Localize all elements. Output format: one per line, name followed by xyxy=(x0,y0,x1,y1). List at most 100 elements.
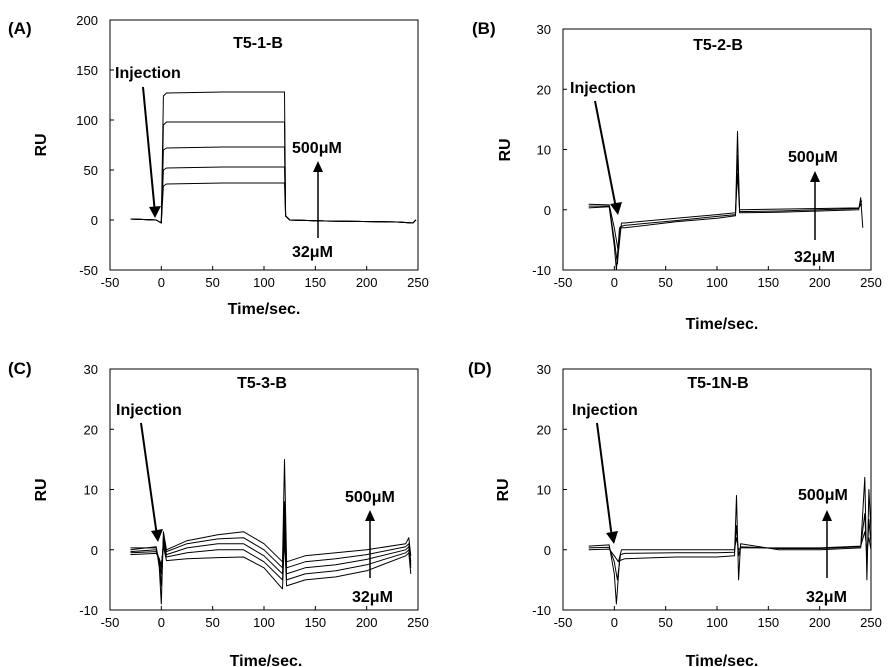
panel-d-title: T5-1N-B xyxy=(687,375,748,392)
panel-c-series-1-line xyxy=(130,458,412,605)
panel-d-x-tick-label: 0 xyxy=(611,615,618,630)
panel-b-injection-label: Injection xyxy=(570,80,636,97)
panel-c-y-tick-label: 10 xyxy=(84,483,98,498)
panel-b: (B) T5-2-B -50 0 50 100 150 200 250-100102030 … xyxy=(472,19,882,333)
panel-d-y-tick-label: 30 xyxy=(537,362,551,377)
panel-d-y-tick-label: 0 xyxy=(544,543,551,558)
panel-b-y-tick-label: -10 xyxy=(532,263,551,278)
panel-b-y-tick-label: 10 xyxy=(537,143,551,158)
panel-d-y-tick-label: -10 xyxy=(532,603,551,618)
panel-a-plot-area xyxy=(109,19,419,271)
panel-d: (D) T5-1N-B -50 0 50 100 150 200 250 -10 0 10 20 30… xyxy=(468,359,882,667)
panel-a-y-axis-label: RU xyxy=(33,133,50,156)
panel-a-x-tick-label: 100 xyxy=(253,275,275,290)
panel-c-x-tick-label: 100 xyxy=(253,615,275,630)
panel-a-series-3-line xyxy=(130,146,417,224)
panel-c-series-4-line xyxy=(130,531,412,581)
panel-c-low-conc-label: 32μM xyxy=(352,589,393,606)
panel-c-x-tick-label: 200 xyxy=(356,615,378,630)
panel-c-x-tick-label: -50 xyxy=(101,615,120,630)
panel-d-y-axis-label: RU xyxy=(495,478,512,501)
panel-a-series-1-line xyxy=(130,91,417,224)
panel-c-y-tick-label: 0 xyxy=(91,543,98,558)
panel-c-series-2-line xyxy=(130,501,412,587)
panel-d-x-tick-label: 250 xyxy=(860,615,882,630)
panel-b-x-tick-label: 150 xyxy=(757,275,779,290)
panel-a-y-tick-label: -50 xyxy=(79,263,98,278)
panel-a-series-2-line xyxy=(130,121,417,224)
panel-c-series-3-line xyxy=(130,519,412,575)
panel-c-concentration-arrowhead xyxy=(365,510,375,521)
panel-b-injection-arrow xyxy=(594,100,617,209)
panel-b-title: T5-2-B xyxy=(693,37,743,54)
panel-d-y-tick-label: 10 xyxy=(537,483,551,498)
panel-c-y-tick-label: -10 xyxy=(79,603,98,618)
panel-a-y-tick-label: 0 xyxy=(91,213,98,228)
panel-b-y-tick-label: 20 xyxy=(537,82,551,97)
panel-b-x-tick-label: 100 xyxy=(706,275,728,290)
panel-c-x-axis-label: Time/sec. xyxy=(230,653,303,667)
panel-b-x-tick-label: 250 xyxy=(860,275,882,290)
panel-d-injection-arrowhead xyxy=(606,531,618,544)
panel-b-y-axis-label: RU xyxy=(497,138,514,161)
panel-a-high-conc-label: 500μM xyxy=(292,140,342,157)
panel-a-x-axis-label: Time/sec. xyxy=(228,301,301,318)
panel-a-x-tick-label: -50 xyxy=(101,275,120,290)
panel-b-series-2-line xyxy=(588,155,863,265)
panel-a-x-tick-label: 0 xyxy=(158,275,165,290)
panel-c-y-tick-label: 30 xyxy=(84,362,98,377)
panel-d-injection-label: Injection xyxy=(572,402,638,419)
panel-d-x-tick-label: 50 xyxy=(658,615,672,630)
panel-d-injection-arrow xyxy=(596,422,613,539)
panel-c-injection-arrow xyxy=(140,422,158,537)
panel-a-injection-arrow xyxy=(142,86,156,214)
panel-b-x-tick-label: 0 xyxy=(611,275,618,290)
panel-a-y-tick-label: 150 xyxy=(76,63,98,78)
panel-b-y-tick-label: 30 xyxy=(537,22,551,37)
panel-b-high-conc-label: 500μM xyxy=(788,149,838,166)
panel-a-series-5-line xyxy=(130,182,417,224)
panel-c-x-tick-label: 0 xyxy=(158,615,165,630)
panel-c-label: (C) xyxy=(8,359,32,378)
panel-c: (C) T5-3-B -50 0 50 100 150 200 250-100102030 … xyxy=(8,359,429,667)
panel-d-low-conc-label: 32μM xyxy=(806,589,847,606)
panel-c-injection-arrowhead xyxy=(151,529,163,542)
panel-c-x-tick-label: 150 xyxy=(304,615,326,630)
panel-b-x-axis-label: Time/sec. xyxy=(686,316,759,333)
panel-a-y-tick-label: 50 xyxy=(84,163,98,178)
panel-a-series-4-line xyxy=(130,166,417,224)
panel-c-series-5-line xyxy=(130,537,412,590)
panel-d-label: (D) xyxy=(468,359,492,378)
panel-c-y-tick-label: 20 xyxy=(84,422,98,437)
panel-d-series-3-line xyxy=(588,531,872,563)
panel-b-label: (B) xyxy=(472,19,496,38)
panel-d-y-tick-label: 20 xyxy=(537,422,551,437)
panel-b-low-conc-label: 32μM xyxy=(794,249,835,266)
panel-a-concentration-arrowhead xyxy=(313,161,323,172)
panel-c-high-conc-label: 500μM xyxy=(345,489,395,506)
panel-d-series-2-line xyxy=(588,513,872,581)
panel-d-x-axis-label: Time/sec. xyxy=(686,653,759,667)
panel-a-x-tick-label: 200 xyxy=(356,275,378,290)
panel-c-injection-label: Injection xyxy=(116,402,182,419)
panel-a-x-tick-label: 50 xyxy=(205,275,219,290)
panel-d-high-conc-label: 500μM xyxy=(798,487,848,504)
panel-a-x-tick-label: 250 xyxy=(407,275,429,290)
panel-a: (A) T5-1-B -50 0 50 100 150 200 250 -50 0 50 100 15… xyxy=(8,13,429,318)
panel-b-x-tick-label: -50 xyxy=(554,275,573,290)
panel-b-injection-arrowhead xyxy=(610,202,622,215)
panel-a-y-tick-label: 100 xyxy=(76,113,98,128)
panel-c-y-axis-label: RU xyxy=(33,478,50,501)
panel-a-low-conc-label: 32μM xyxy=(292,244,333,261)
panel-a-injection-arrowhead xyxy=(149,206,161,218)
panel-d-series-1-line xyxy=(588,476,872,605)
panel-d-x-tick-label: 150 xyxy=(757,615,779,630)
panel-a-injection-label: Injection xyxy=(115,65,181,82)
panel-d-x-tick-label: 200 xyxy=(809,615,831,630)
panel-b-concentration-arrowhead xyxy=(810,171,820,182)
panel-d-x-tick-label: 100 xyxy=(706,615,728,630)
panel-a-y-tick-label: 200 xyxy=(76,13,98,28)
panel-b-y-tick-label: 0 xyxy=(544,203,551,218)
panel-b-x-tick-label: 200 xyxy=(809,275,831,290)
